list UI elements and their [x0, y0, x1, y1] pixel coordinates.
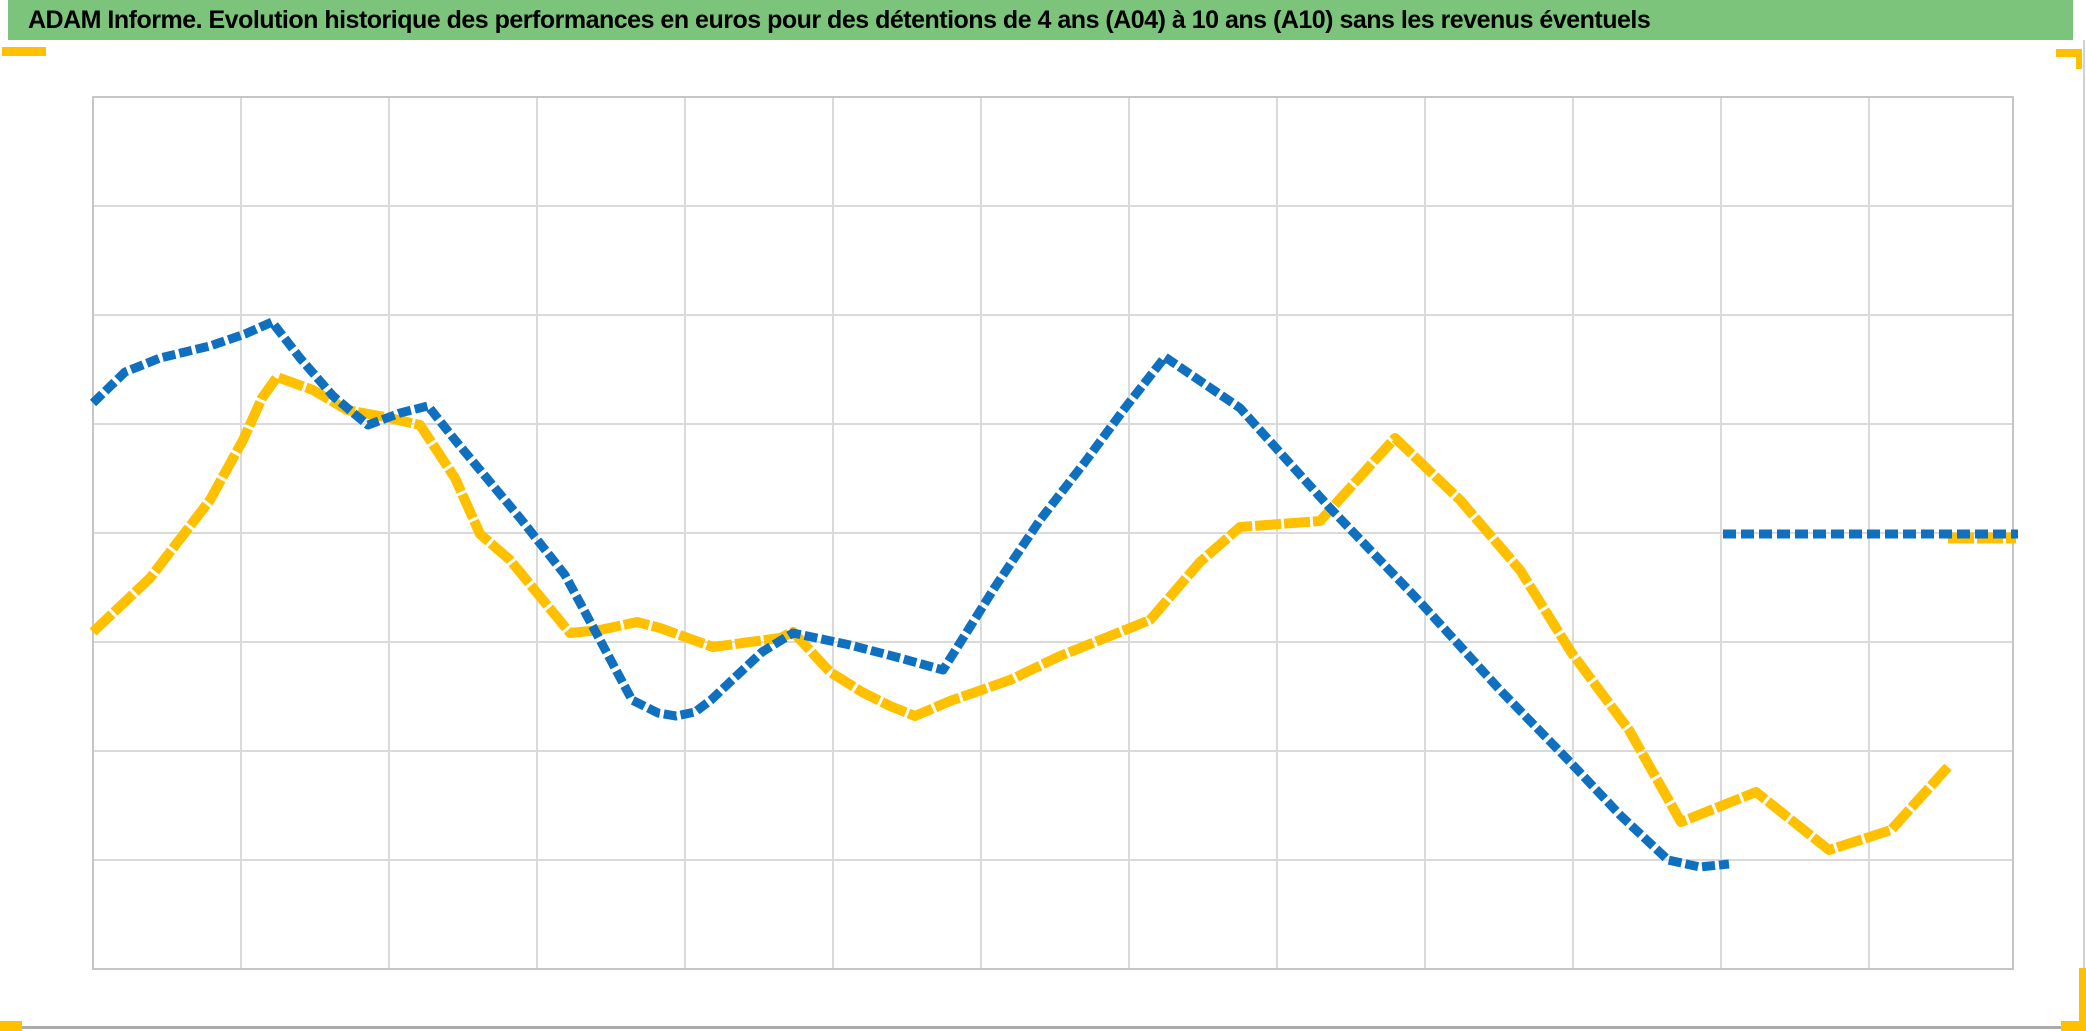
- corner-accent-bottom-left: [0, 1021, 22, 1031]
- series-blue: [89, 317, 1730, 872]
- title-bar: ADAM Informe. Evolution historique des p…: [8, 0, 2073, 40]
- page-bottom-strip: [22, 1026, 2064, 1029]
- page-title: ADAM Informe. Evolution historique des p…: [28, 5, 1651, 34]
- corner-accent-top-right-horizontal: [2056, 49, 2082, 57]
- corner-accent-top-right-vertical: [2076, 49, 2082, 69]
- page-right-edge-line: [2083, 40, 2085, 1025]
- corner-accent-top-left: [2, 47, 46, 56]
- corner-accent-bottom-right-horizontal: [2061, 1021, 2086, 1031]
- corner-accent-bottom-right-vertical: [2079, 968, 2086, 1031]
- series-yellow: [89, 372, 1952, 855]
